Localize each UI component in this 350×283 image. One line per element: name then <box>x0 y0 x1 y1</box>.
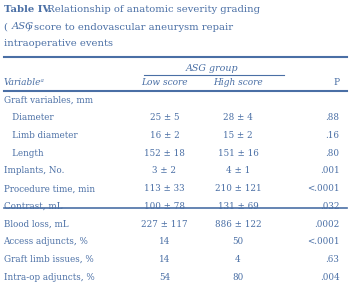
Text: .032: .032 <box>320 202 340 211</box>
Text: 25 ± 5: 25 ± 5 <box>150 113 179 122</box>
Text: 50: 50 <box>232 237 244 246</box>
Text: 227 ± 117: 227 ± 117 <box>141 220 188 229</box>
Text: .004: .004 <box>320 273 340 282</box>
Text: Contrast, mL: Contrast, mL <box>4 202 62 211</box>
Text: 886 ± 122: 886 ± 122 <box>215 220 261 229</box>
Text: ASG group: ASG group <box>186 64 238 73</box>
Text: 4 ± 1: 4 ± 1 <box>226 166 250 175</box>
Text: 80: 80 <box>232 273 244 282</box>
Text: 15 ± 2: 15 ± 2 <box>223 131 253 140</box>
Text: Implants, No.: Implants, No. <box>4 166 64 175</box>
Text: .0002: .0002 <box>314 220 340 229</box>
Text: Blood loss, mL: Blood loss, mL <box>4 220 68 229</box>
Text: <.0001: <.0001 <box>307 184 340 193</box>
Text: Length: Length <box>4 149 43 158</box>
Text: Graft variables, mm: Graft variables, mm <box>4 96 93 105</box>
Text: P: P <box>333 78 340 87</box>
Text: 16 ± 2: 16 ± 2 <box>150 131 179 140</box>
Text: Graft limb issues, %: Graft limb issues, % <box>4 255 93 264</box>
Text: 54: 54 <box>159 273 170 282</box>
Text: Low score: Low score <box>141 78 188 87</box>
Text: .63: .63 <box>326 255 340 264</box>
Text: Diameter: Diameter <box>4 113 53 122</box>
Text: 4: 4 <box>235 255 241 264</box>
Text: 14: 14 <box>159 237 170 246</box>
Text: Access adjuncts, %: Access adjuncts, % <box>4 237 88 246</box>
Text: 210 ± 121: 210 ± 121 <box>215 184 261 193</box>
Text: Procedure time, min: Procedure time, min <box>4 184 94 193</box>
Text: .001: .001 <box>320 166 340 175</box>
Text: .80: .80 <box>326 149 340 158</box>
Text: .88: .88 <box>326 113 340 122</box>
Text: Relationship of anatomic severity grading: Relationship of anatomic severity gradin… <box>41 5 260 14</box>
Text: ASG: ASG <box>12 22 34 31</box>
Text: Limb diameter: Limb diameter <box>4 131 77 140</box>
Text: 151 ± 16: 151 ± 16 <box>218 149 258 158</box>
Text: 14: 14 <box>159 255 170 264</box>
Text: 152 ± 18: 152 ± 18 <box>144 149 185 158</box>
Text: intraoperative events: intraoperative events <box>4 40 112 48</box>
Text: 113 ± 33: 113 ± 33 <box>144 184 185 193</box>
Text: 3 ± 2: 3 ± 2 <box>153 166 176 175</box>
Text: Intra-op adjuncts, %: Intra-op adjuncts, % <box>4 273 94 282</box>
Text: .16: .16 <box>326 131 340 140</box>
Text: Table IV.: Table IV. <box>4 5 51 14</box>
Text: 100 ± 78: 100 ± 78 <box>144 202 185 211</box>
Text: <.0001: <.0001 <box>307 237 340 246</box>
Text: ) score to endovascular aneurysm repair: ) score to endovascular aneurysm repair <box>27 22 233 31</box>
Text: 131 ± 69: 131 ± 69 <box>218 202 258 211</box>
Text: 28 ± 4: 28 ± 4 <box>223 113 253 122</box>
Text: Variableᵃ: Variableᵃ <box>4 78 44 87</box>
Text: (: ( <box>4 22 7 31</box>
Text: High score: High score <box>213 78 263 87</box>
